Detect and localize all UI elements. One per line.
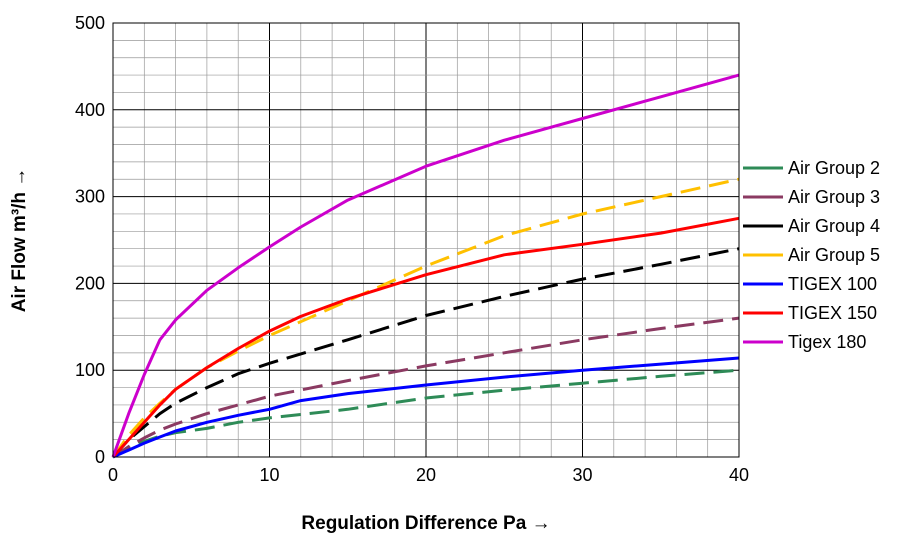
legend: Air Group 2 Air Group 3 Air Group 4 Air Gro… (743, 158, 880, 352)
series-line-tigex-180 (111, 73, 740, 458)
y-tick-label: 200 (75, 273, 105, 293)
legend-label: Tigex 180 (788, 332, 866, 352)
y-axis-title: Air Flow m³/h → (9, 168, 30, 313)
y-tick-label: 300 (75, 187, 105, 207)
y-tick-label: 0 (95, 447, 105, 467)
series-line-air-group-3 (112, 316, 740, 459)
x-tick-label: 30 (572, 465, 592, 485)
legend-label: TIGEX 100 (788, 274, 877, 294)
x-tick-label: 10 (259, 465, 279, 485)
x-tick-label: 20 (416, 465, 436, 485)
series-line-tigex-100 (112, 356, 740, 459)
legend-label: Air Group 2 (788, 158, 880, 178)
plot-area-border (112, 22, 740, 458)
legend-label: TIGEX 150 (788, 303, 877, 323)
series-line-air-group-4 (111, 247, 740, 459)
series-line-air-group-5 (111, 177, 740, 458)
x-tick-label: 0 (108, 465, 118, 485)
legend-label: Air Group 5 (788, 245, 880, 265)
y-tick-label: 400 (75, 100, 105, 120)
x-tick-label: 40 (729, 465, 749, 485)
series-layer (111, 73, 740, 459)
grid (112, 22, 740, 458)
legend-label: Air Group 4 (788, 216, 880, 236)
y-tick-label: 500 (75, 13, 105, 33)
x-axis-title: Regulation Difference Pa → (301, 513, 550, 534)
y-tick-label: 100 (75, 360, 105, 380)
series-line-tigex-150 (111, 216, 740, 459)
legend-label: Air Group 3 (788, 187, 880, 207)
